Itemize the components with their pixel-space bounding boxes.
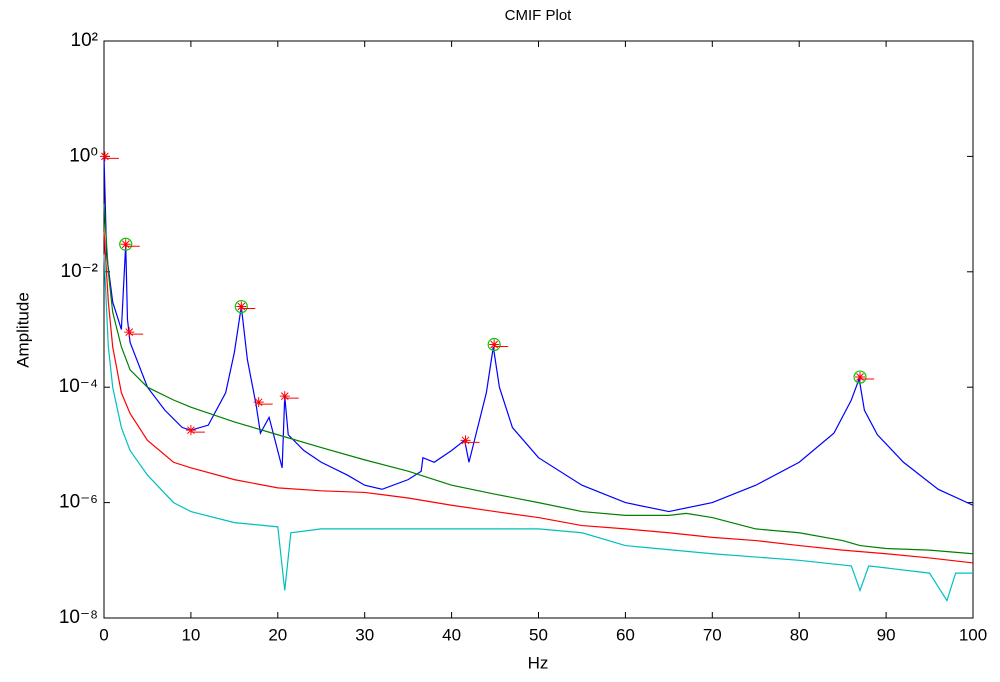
- y-axis-label: Amplitude: [13, 292, 32, 368]
- peak-marker: [99, 151, 119, 162]
- x-tick-label: 100: [959, 625, 987, 644]
- x-tick-label: 70: [703, 625, 722, 644]
- x-tick-label: 0: [99, 625, 108, 644]
- peak-marker: [489, 339, 509, 350]
- y-tick-label: 10⁻⁴: [59, 376, 98, 397]
- peak-marker: [460, 435, 480, 446]
- peak-marker: [185, 425, 205, 436]
- chart-title: CMIF Plot: [505, 7, 573, 24]
- x-tick-label: 60: [616, 625, 635, 644]
- series-line: [103, 156, 974, 513]
- selected-mode-marker: [487, 337, 501, 352]
- selected-mode-marker: [853, 370, 867, 384]
- x-tick-label: 20: [268, 625, 287, 644]
- y-tick-label: 10²: [71, 30, 98, 51]
- x-tick-label: 30: [355, 625, 374, 644]
- y-tick-label: 10⁻⁸: [59, 607, 98, 628]
- peak-marker: [120, 239, 140, 250]
- x-tick-label: 40: [442, 625, 461, 644]
- x-tick-label: 90: [877, 625, 896, 644]
- peak-marker: [124, 327, 144, 338]
- peak-marker: [236, 301, 256, 312]
- series-line: [103, 231, 974, 564]
- x-tick-label: 50: [529, 625, 548, 644]
- y-tick-label: 10⁰: [69, 145, 98, 166]
- y-tick-label: 10⁻²: [61, 261, 99, 282]
- peak-marker: [279, 391, 299, 402]
- series-line: [103, 203, 974, 555]
- selected-mode-marker: [119, 237, 133, 251]
- x-tick-label: 10: [181, 625, 200, 644]
- x-axis-label: Hz: [528, 653, 549, 672]
- plot-frame: [103, 40, 974, 619]
- x-tick-label: 80: [790, 625, 809, 644]
- y-tick-label: 10⁻⁶: [59, 492, 98, 513]
- selected-mode-marker: [234, 299, 248, 314]
- series-line: [103, 254, 973, 603]
- peak-marker: [253, 397, 273, 408]
- peak-marker: [855, 372, 875, 383]
